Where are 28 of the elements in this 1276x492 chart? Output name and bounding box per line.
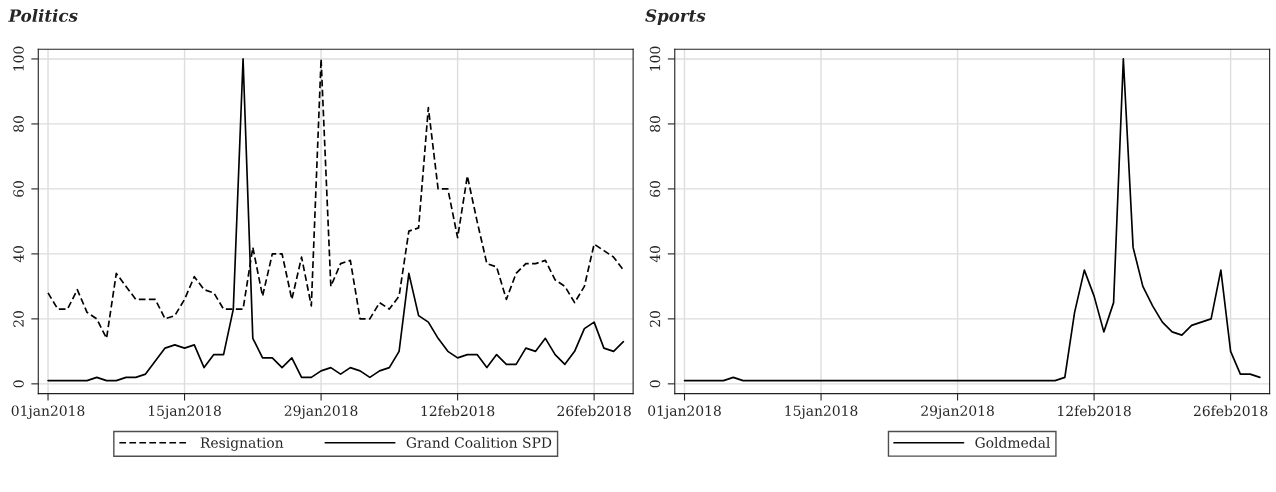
- legend-label: Goldmedal: [975, 437, 1050, 448]
- y-tick-label: 40: [13, 245, 24, 263]
- legend-label: Grand Coalition SPD: [406, 437, 552, 448]
- x-tick-label: 01jan2018: [11, 405, 85, 419]
- x-tick-label: 15jan2018: [785, 405, 858, 419]
- x-tick-label: 29jan2018: [921, 405, 994, 419]
- line-series: [683, 58, 1261, 382]
- x-tick-label: 26feb2018: [557, 405, 631, 417]
- chart-title: Sports: [645, 9, 706, 26]
- x-tick-label: 12feb2018: [1058, 405, 1131, 417]
- y-tick-label: 80: [649, 116, 661, 132]
- x-tick-label: 15jan2018: [148, 405, 221, 419]
- x-tick-label: 12feb2018: [421, 405, 495, 417]
- y-tick-label: 20: [13, 310, 24, 327]
- legend-label: Resignation: [200, 437, 284, 451]
- chart-title: Politics: [8, 8, 78, 22]
- x-tick-label: 01jan2018: [648, 405, 721, 419]
- y-tick-label: 100: [649, 46, 661, 71]
- x-tick-label: 29jan2018: [284, 405, 358, 419]
- y-tick-label: 60: [649, 181, 661, 197]
- y-tick-label: 100: [13, 46, 24, 71]
- y-tick-label: 20: [649, 310, 661, 327]
- y-tick-label: 80: [13, 116, 24, 132]
- y-tick-label: 60: [13, 181, 24, 197]
- y-tick-label: 40: [649, 245, 661, 263]
- y-tick-label: 0: [649, 380, 661, 388]
- x-tick-label: 26feb2018: [1193, 405, 1268, 417]
- y-tick-label: 0: [13, 380, 24, 388]
